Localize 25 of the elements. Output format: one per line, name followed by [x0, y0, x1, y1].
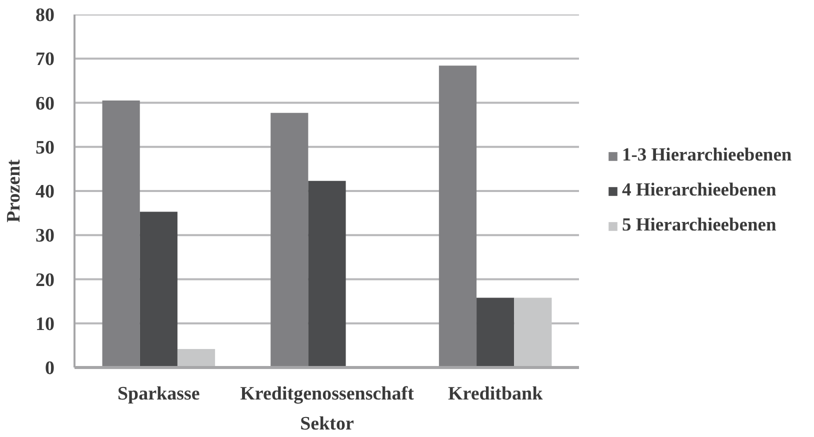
- legend-label: 5 Hierarchieebenen: [622, 215, 776, 236]
- x-tick-label: Sparkasse: [117, 384, 200, 404]
- bar: [308, 180, 346, 368]
- y-tick-label: 70: [36, 49, 54, 70]
- x-axis-title: Sektor: [300, 414, 354, 434]
- bar: [514, 298, 552, 368]
- y-axis-title: Prozent: [4, 158, 24, 222]
- legend-label: 1-3 Hierarchieebenen: [622, 145, 792, 166]
- bar: [476, 298, 514, 368]
- y-tick-label: 30: [36, 226, 54, 247]
- bar: [270, 112, 308, 368]
- y-tick-label: 10: [36, 314, 54, 335]
- bar: [177, 348, 216, 368]
- y-tick-label: 20: [36, 270, 54, 291]
- x-tick-label: Kreditgenossenschaft: [240, 384, 415, 404]
- y-tick-label: 0: [45, 358, 54, 379]
- bar: [102, 100, 140, 368]
- bar: [140, 212, 178, 368]
- bar: [438, 66, 477, 368]
- y-tick-label: 40: [36, 182, 54, 202]
- y-tick-label: 80: [36, 5, 54, 26]
- y-tick-label: 60: [36, 93, 54, 114]
- legend-label: 4 Hierarchieebenen: [622, 180, 776, 201]
- x-tick-label: Kreditbank: [448, 384, 544, 404]
- y-tick-label: 50: [36, 137, 54, 158]
